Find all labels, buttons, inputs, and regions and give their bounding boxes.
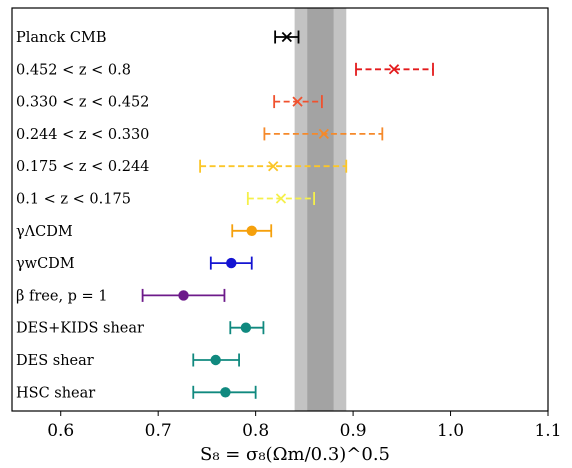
point-marker: [281, 31, 292, 43]
row-0: Planck CMB: [16, 30, 300, 46]
measurement-rows: Planck CMB 0.452 < z < 0.8 0.330 < z < 0.4…: [16, 30, 434, 401]
x-tick-label: 1.1: [534, 421, 561, 441]
row-label: Planck CMB: [16, 30, 107, 46]
s8-bands: [294, 8, 347, 411]
row-label: HSC shear: [16, 385, 95, 401]
row-label: 0.244 < z < 0.330: [16, 127, 149, 143]
point-marker: [226, 257, 237, 269]
x-tick-label: 0.6: [47, 421, 74, 441]
row-label: 0.1 < z < 0.175: [16, 192, 131, 208]
row-label: DES shear: [16, 353, 94, 369]
row-label: 0.452 < z < 0.8: [16, 62, 131, 78]
plot-frame: [11, 7, 549, 412]
point-marker: [292, 96, 303, 107]
x-axis-label: S₈ = σ₈(Ωm/0.3)^0.5: [200, 444, 390, 465]
row-11: HSC shear: [16, 385, 257, 401]
row-8: β free, p = 1: [16, 288, 226, 304]
row-label: β free, p = 1: [16, 288, 108, 304]
row-2: 0.330 < z < 0.452: [16, 95, 323, 111]
x-tick-label: 0.7: [145, 421, 172, 441]
row-label: γwCDM: [16, 256, 75, 272]
row-5: 0.1 < z < 0.175: [16, 192, 316, 208]
point-marker: [268, 161, 279, 172]
point-marker: [388, 64, 400, 75]
x-tick-label: 0.9: [340, 421, 367, 441]
point-marker: [246, 225, 257, 236]
row-3: 0.244 < z < 0.330: [16, 127, 384, 143]
point-marker: [240, 322, 252, 333]
row-label: 0.175 < z < 0.244: [16, 159, 149, 175]
row-9: DES+KIDS shear: [16, 321, 265, 337]
row-4: 0.175 < z < 0.244: [16, 159, 348, 175]
x-axis: 0.6 0.7 0.8 0.9 1.0 1.1: [47, 411, 562, 441]
band-inner: [307, 8, 334, 411]
row-label: 0.330 < z < 0.452: [16, 95, 149, 111]
x-tick-label: 0.8: [242, 421, 269, 441]
row-label: DES+KIDS shear: [16, 321, 144, 337]
point-marker: [178, 290, 189, 301]
row-6: γΛCDM: [16, 224, 273, 240]
x-tick-label: 1.0: [437, 421, 464, 441]
row-7: γwCDM: [16, 256, 253, 272]
point-marker: [275, 193, 287, 204]
point-marker: [220, 387, 231, 398]
row-10: DES shear: [16, 353, 240, 369]
point-marker: [210, 354, 221, 366]
point-marker: [318, 128, 329, 140]
row-label: γΛCDM: [16, 224, 73, 240]
row-1: 0.452 < z < 0.8: [16, 62, 434, 78]
